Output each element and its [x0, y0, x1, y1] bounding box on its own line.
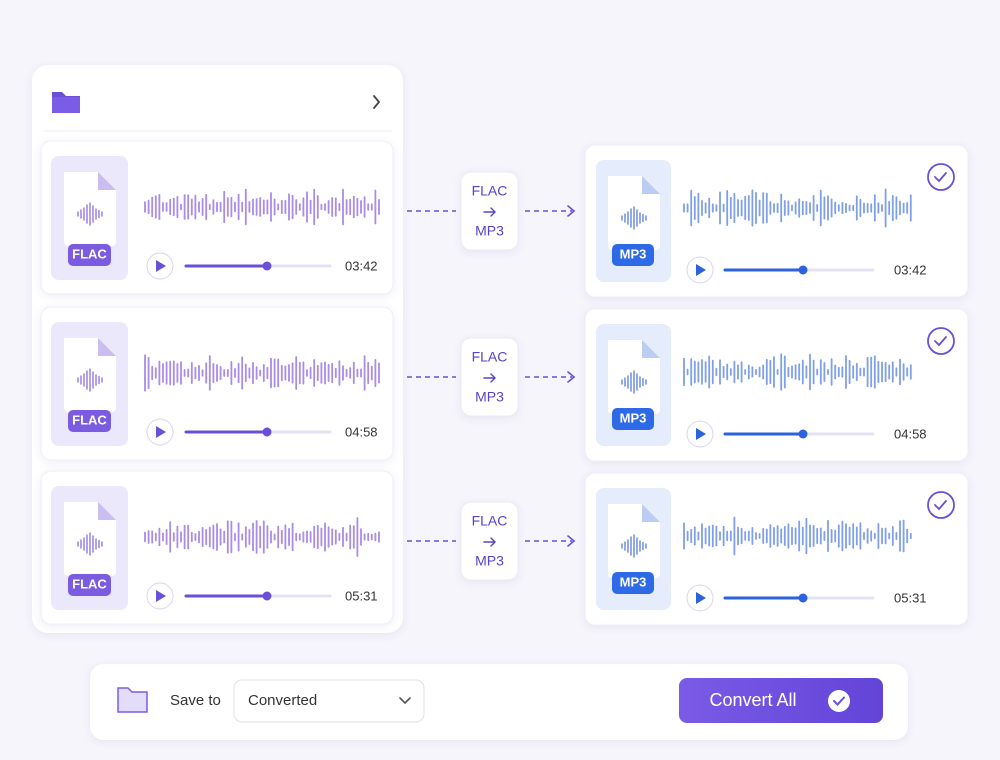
- duration: 05:31: [894, 590, 927, 605]
- format-label: MP3: [620, 574, 647, 589]
- file-fold: [642, 340, 660, 358]
- format-label: FLAC: [72, 412, 107, 427]
- waveform: [683, 516, 912, 556]
- footer-folder-icon: [117, 687, 148, 713]
- format-badge: [612, 408, 654, 430]
- output-card: [584, 308, 969, 462]
- duration: 04:58: [345, 424, 378, 439]
- from-format: FLAC: [472, 513, 508, 529]
- output-card: [584, 144, 969, 298]
- save-to-label: Save to: [170, 692, 221, 709]
- format-label: FLAC: [72, 246, 107, 261]
- select-chevron: [399, 697, 411, 705]
- progress-knob[interactable]: [798, 429, 808, 439]
- progress-knob[interactable]: [798, 265, 808, 275]
- format-label: FLAC: [72, 576, 107, 591]
- done-check-mark: [934, 172, 947, 183]
- format-badge: [612, 572, 654, 594]
- done-check: [927, 163, 955, 191]
- button-check: [828, 690, 850, 712]
- arrow-head: [567, 535, 576, 547]
- play-icon: [156, 260, 166, 272]
- play-icon: [696, 264, 706, 276]
- play-icon: [156, 426, 166, 438]
- conversion-badge: [460, 171, 519, 251]
- format-badge: [68, 410, 111, 432]
- progress-knob[interactable]: [262, 427, 272, 437]
- chevron-button[interactable]: [373, 95, 381, 109]
- file-fold: [642, 504, 660, 522]
- from-format: FLAC: [472, 183, 508, 199]
- button-check-mark: [833, 696, 845, 706]
- format-label: MP3: [620, 410, 647, 425]
- file-fold: [98, 502, 116, 520]
- convert-all-button[interactable]: [679, 678, 883, 723]
- file-fold: [98, 172, 116, 190]
- waveform: [144, 517, 380, 557]
- duration: 03:42: [345, 258, 378, 273]
- conversion-badge: [460, 337, 519, 417]
- format-badge: [612, 244, 654, 266]
- arrow-head: [567, 371, 576, 383]
- output-card: [584, 472, 969, 626]
- done-check-mark: [934, 336, 947, 347]
- source-card: [40, 306, 394, 461]
- file-fold: [98, 338, 116, 356]
- file-fold: [642, 176, 660, 194]
- progress-knob[interactable]: [262, 261, 272, 271]
- format-badge: [68, 574, 111, 596]
- play-icon: [696, 592, 706, 604]
- done-check-mark: [934, 500, 947, 511]
- waveform: [683, 353, 912, 391]
- from-format: FLAC: [472, 349, 508, 365]
- duration: 03:42: [894, 262, 927, 277]
- format-badge: [68, 244, 111, 266]
- destination-value: Converted: [248, 692, 317, 709]
- format-label: MP3: [620, 246, 647, 261]
- duration: 04:58: [894, 426, 927, 441]
- done-check: [927, 491, 955, 519]
- duration: 05:31: [345, 588, 378, 603]
- play-icon: [156, 590, 166, 602]
- play-icon: [696, 428, 706, 440]
- destination-select[interactable]: [233, 679, 425, 723]
- progress-knob[interactable]: [262, 591, 272, 601]
- conversion-arrow: [483, 537, 496, 547]
- to-format: MP3: [475, 389, 504, 405]
- waveform: [144, 354, 380, 392]
- done-check: [927, 327, 955, 355]
- waveform: [683, 188, 912, 228]
- conversion-badge: [460, 501, 519, 581]
- waveform: [144, 188, 380, 226]
- arrow-head: [567, 205, 576, 217]
- convert-all-label: Convert All: [709, 690, 796, 710]
- progress-knob[interactable]: [798, 593, 808, 603]
- to-format: MP3: [475, 223, 504, 239]
- folder-button[interactable]: [52, 92, 80, 113]
- source-card: [40, 140, 394, 295]
- conversion-arrow: [483, 207, 496, 217]
- to-format: MP3: [475, 553, 504, 569]
- conversion-arrow: [483, 373, 496, 383]
